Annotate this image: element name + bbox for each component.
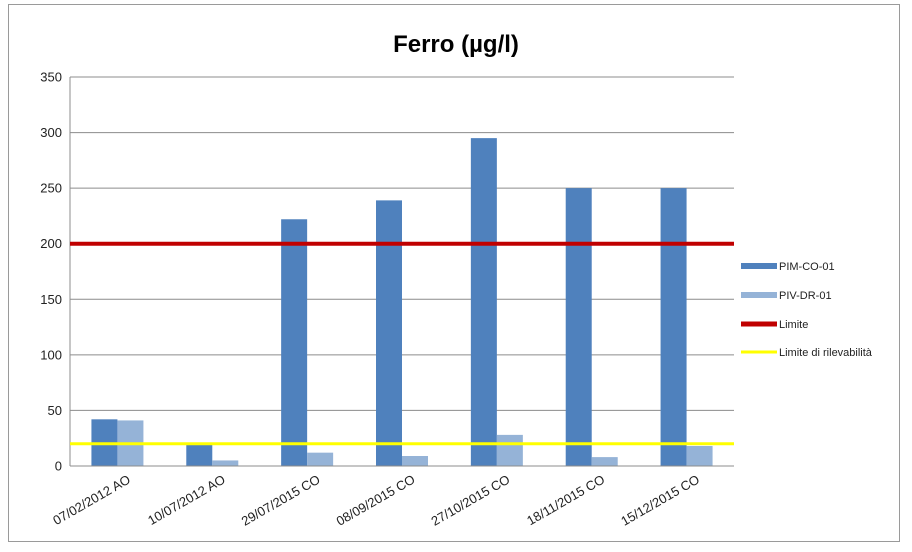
y-tick-label: 100 [40, 347, 62, 362]
y-tick-label: 0 [55, 459, 62, 474]
bar-piv-dr-01-6 [687, 446, 713, 466]
x-axis: 07/02/2012 AO 10/07/2012 AO 29/07/2015 CO 0… [50, 466, 734, 529]
bar-pim-co-01-4 [471, 138, 497, 466]
bar-pim-co-01-3 [376, 200, 402, 466]
legend-label: Limite di rilevabilità [779, 347, 873, 359]
y-tick-label: 350 [40, 70, 62, 85]
bar-piv-dr-01-1 [212, 460, 238, 466]
x-tick-label: 18/11/2015 CO [524, 472, 607, 529]
chart-title: Ferro (µg/l) [393, 31, 519, 58]
legend-label: PIM-CO-01 [779, 261, 835, 273]
legend-swatch [741, 322, 777, 327]
legend-label: PIV-DR-01 [779, 290, 832, 302]
bars [91, 138, 712, 466]
bar-pim-co-01-6 [661, 188, 687, 466]
y-tick-label: 250 [40, 181, 62, 196]
bar-piv-dr-01-2 [307, 453, 333, 466]
x-tick-label: 10/07/2012 AO [145, 472, 228, 528]
y-tick-label: 150 [40, 292, 62, 307]
bar-pim-co-01-5 [566, 188, 592, 466]
y-tick-label: 200 [40, 236, 62, 251]
x-tick-label: 15/12/2015 CO [618, 472, 702, 529]
y-tick-label: 50 [48, 403, 62, 418]
legend-swatch [741, 263, 777, 269]
x-tick-label: 27/10/2015 CO [428, 472, 512, 529]
bar-pim-co-01-2 [281, 219, 307, 466]
legend-swatch [741, 292, 777, 298]
bar-piv-dr-01-3 [402, 456, 428, 466]
bar-piv-dr-01-4 [497, 435, 523, 466]
legend-label: Limite [779, 319, 808, 331]
bar-pim-co-01-1 [186, 445, 212, 466]
legend-swatch [741, 351, 777, 354]
x-tick-label: 08/09/2015 CO [334, 472, 418, 529]
y-tick-label: 300 [40, 125, 62, 140]
x-tick-label: 29/07/2015 CO [239, 472, 323, 529]
bar-piv-dr-01-5 [592, 457, 618, 466]
y-axis: 0 50 100 150 200 250 300 350 [40, 70, 70, 474]
x-tick-label: 07/02/2012 AO [50, 472, 133, 528]
legend: PIM-CO-01 PIV-DR-01 Limite Limite di rileva… [741, 261, 873, 359]
